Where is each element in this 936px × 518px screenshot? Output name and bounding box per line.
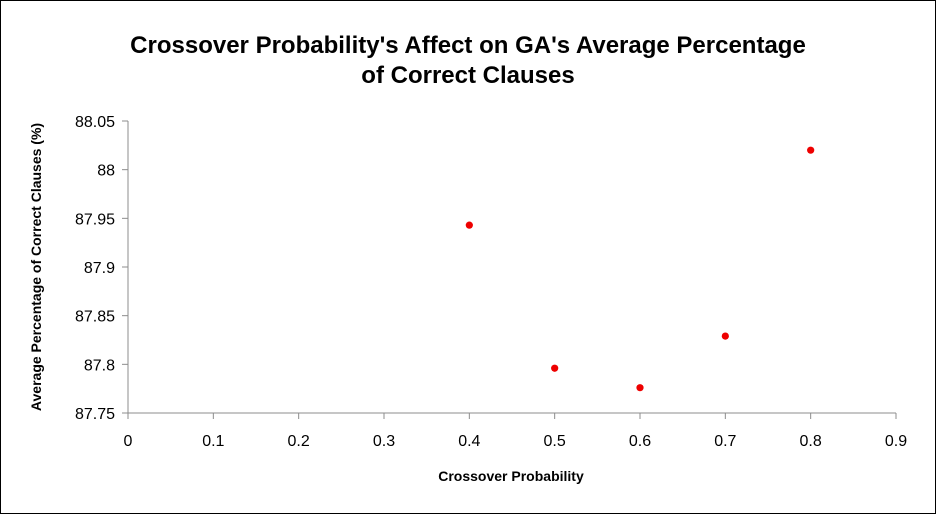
data-point	[721, 332, 729, 340]
y-axis-ticks: 87.75 87.8 87.85 87.9 87.95 88 88.05	[75, 114, 128, 423]
x-tick-label: 0.2	[288, 433, 310, 450]
x-tick-label: 0.7	[714, 433, 736, 450]
chart-title-line-2: of Correct Clauses	[361, 62, 574, 89]
y-tick-label: 87.75	[75, 406, 115, 423]
x-tick-label: 0.4	[458, 433, 480, 450]
data-point	[465, 221, 473, 229]
y-tick-label: 87.9	[84, 260, 115, 277]
y-tick-label: 87.95	[75, 211, 115, 228]
y-tick-label: 87.85	[75, 309, 115, 326]
x-axis-ticks: 0 0.1 0.2 0.3 0.4 0.5 0.6 0.7 0.8 0.9	[124, 413, 907, 450]
data-points	[465, 146, 815, 392]
y-axis-title: Average Percentage of Correct Clauses (%…	[28, 123, 44, 411]
y-tick-label: 88	[97, 163, 115, 180]
data-point	[551, 364, 559, 372]
y-tick-label: 87.8	[84, 357, 115, 374]
x-tick-label: 0.3	[373, 433, 395, 450]
x-tick-label: 0.5	[544, 433, 566, 450]
axes	[127, 121, 896, 414]
x-tick-label: 0	[124, 433, 133, 450]
data-point	[807, 146, 815, 154]
chart-title-line-1: Crossover Probability's Affect on GA's A…	[130, 32, 806, 59]
data-point	[636, 384, 644, 392]
x-axis-title: Crossover Probability	[438, 468, 584, 484]
x-tick-label: 0.9	[885, 433, 907, 450]
x-tick-label: 0.8	[800, 433, 822, 450]
x-tick-label: 0.1	[202, 433, 224, 450]
x-tick-label: 0.6	[629, 433, 651, 450]
y-tick-label: 88.05	[75, 114, 115, 131]
